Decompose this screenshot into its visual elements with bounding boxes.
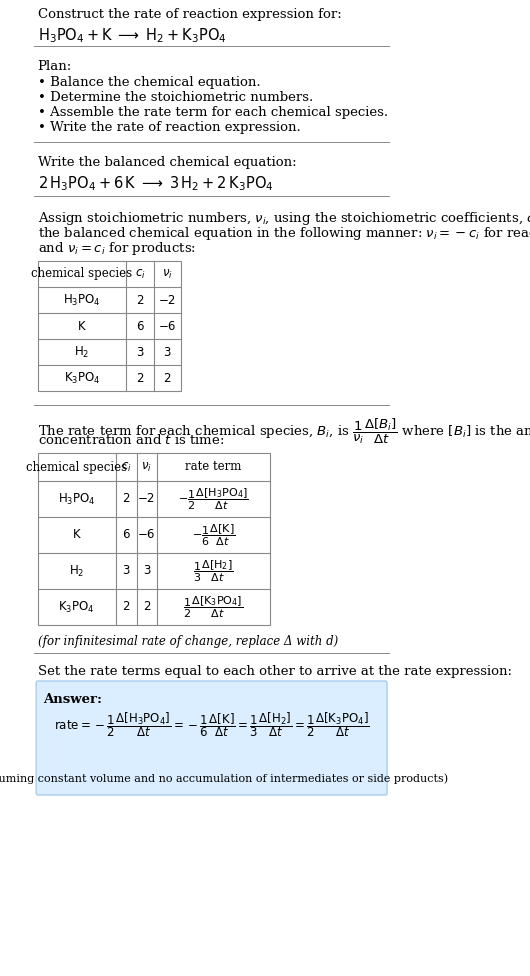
Text: 3: 3: [164, 346, 171, 358]
Text: $\mathrm{K}$: $\mathrm{K}$: [77, 319, 87, 333]
Text: and $\nu_i = c_i$ for products:: and $\nu_i = c_i$ for products:: [38, 240, 196, 257]
Text: • Write the rate of reaction expression.: • Write the rate of reaction expression.: [38, 121, 301, 134]
Text: 6: 6: [136, 319, 144, 333]
Text: $\mathrm{rate} = -\dfrac{1}{2}\dfrac{\Delta[\mathrm{H_3PO_4}]}{\Delta t} = -\dfr: $\mathrm{rate} = -\dfrac{1}{2}\dfrac{\De…: [54, 711, 369, 740]
Text: 3: 3: [122, 564, 130, 578]
Text: $\mathrm{K}$: $\mathrm{K}$: [72, 528, 82, 542]
Text: 2: 2: [122, 600, 130, 614]
Text: 2: 2: [136, 372, 144, 385]
Text: $-\dfrac{1}{6}\dfrac{\Delta[\mathrm{K}]}{\Delta t}$: $-\dfrac{1}{6}\dfrac{\Delta[\mathrm{K}]}…: [192, 522, 235, 548]
Text: chemical species: chemical species: [31, 267, 132, 280]
Text: Set the rate terms equal to each other to arrive at the rate expression:: Set the rate terms equal to each other t…: [38, 665, 511, 678]
Text: $-\dfrac{1}{2}\dfrac{\Delta[\mathrm{H_3PO_4}]}{\Delta t}$: $-\dfrac{1}{2}\dfrac{\Delta[\mathrm{H_3P…: [178, 486, 249, 511]
Text: • Assemble the rate term for each chemical species.: • Assemble the rate term for each chemic…: [38, 106, 387, 119]
Text: $\nu_i$: $\nu_i$: [142, 461, 152, 473]
Text: Assign stoichiometric numbers, $\nu_i$, using the stoichiometric coefficients, $: Assign stoichiometric numbers, $\nu_i$, …: [38, 210, 530, 227]
Text: −6: −6: [138, 528, 155, 542]
Text: 2: 2: [122, 493, 130, 506]
Text: $\mathrm{H_2}$: $\mathrm{H_2}$: [69, 563, 84, 579]
Text: concentration and $t$ is time:: concentration and $t$ is time:: [38, 433, 224, 447]
Text: (assuming constant volume and no accumulation of intermediates or side products): (assuming constant volume and no accumul…: [0, 774, 448, 785]
Bar: [38, 261, 181, 391]
Text: −2: −2: [158, 294, 176, 306]
Text: $\nu_i$: $\nu_i$: [162, 267, 173, 280]
Text: • Balance the chemical equation.: • Balance the chemical equation.: [38, 76, 260, 89]
Text: $\mathrm{H_3PO_4}$: $\mathrm{H_3PO_4}$: [58, 492, 95, 507]
Text: (for infinitesimal rate of change, replace Δ with d): (for infinitesimal rate of change, repla…: [38, 635, 338, 648]
Text: −6: −6: [158, 319, 176, 333]
Text: $\dfrac{1}{3}\dfrac{\Delta[\mathrm{H_2}]}{\Delta t}$: $\dfrac{1}{3}\dfrac{\Delta[\mathrm{H_2}]…: [193, 558, 234, 584]
Text: • Determine the stoichiometric numbers.: • Determine the stoichiometric numbers.: [38, 91, 313, 104]
Text: $\mathrm{H_2}$: $\mathrm{H_2}$: [74, 345, 90, 359]
Text: −2: −2: [138, 493, 155, 506]
Text: Answer:: Answer:: [43, 693, 102, 706]
Text: $\mathrm{K_3PO_4}$: $\mathrm{K_3PO_4}$: [64, 371, 100, 386]
Text: rate term: rate term: [185, 461, 242, 473]
Text: Construct the rate of reaction expression for:: Construct the rate of reaction expressio…: [38, 8, 341, 21]
Text: 2: 2: [136, 294, 144, 306]
Text: $\mathrm{K_3PO_4}$: $\mathrm{K_3PO_4}$: [58, 599, 95, 615]
FancyBboxPatch shape: [36, 681, 387, 795]
Text: The rate term for each chemical species, $B_i$, is $\dfrac{1}{\nu_i}\dfrac{\Delt: The rate term for each chemical species,…: [38, 417, 530, 446]
Text: 3: 3: [136, 346, 144, 358]
Text: Write the balanced chemical equation:: Write the balanced chemical equation:: [38, 156, 296, 169]
Text: $c_i$: $c_i$: [135, 267, 145, 280]
Text: 2: 2: [143, 600, 151, 614]
Bar: [38, 453, 270, 625]
Text: $c_i$: $c_i$: [121, 461, 131, 473]
Text: 3: 3: [143, 564, 151, 578]
Text: 6: 6: [122, 528, 130, 542]
Text: 2: 2: [163, 372, 171, 385]
Text: the balanced chemical equation in the following manner: $\nu_i = -c_i$ for react: the balanced chemical equation in the fo…: [38, 225, 530, 242]
Text: $\mathrm{H_3PO_4}$: $\mathrm{H_3PO_4}$: [63, 293, 101, 307]
Text: $\dfrac{1}{2}\dfrac{\Delta[\mathrm{K_3PO_4}]}{\Delta t}$: $\dfrac{1}{2}\dfrac{\Delta[\mathrm{K_3PO…: [183, 594, 243, 620]
Text: chemical species: chemical species: [26, 461, 127, 473]
Text: Plan:: Plan:: [38, 60, 72, 73]
Text: $\mathrm{H_3PO_4 + K \;\longrightarrow\; H_2 + K_3PO_4}$: $\mathrm{H_3PO_4 + K \;\longrightarrow\;…: [38, 26, 226, 45]
Text: $\mathrm{2\,H_3PO_4 + 6\,K \;\longrightarrow\; 3\,H_2 + 2\,K_3PO_4}$: $\mathrm{2\,H_3PO_4 + 6\,K \;\longrighta…: [38, 174, 273, 192]
